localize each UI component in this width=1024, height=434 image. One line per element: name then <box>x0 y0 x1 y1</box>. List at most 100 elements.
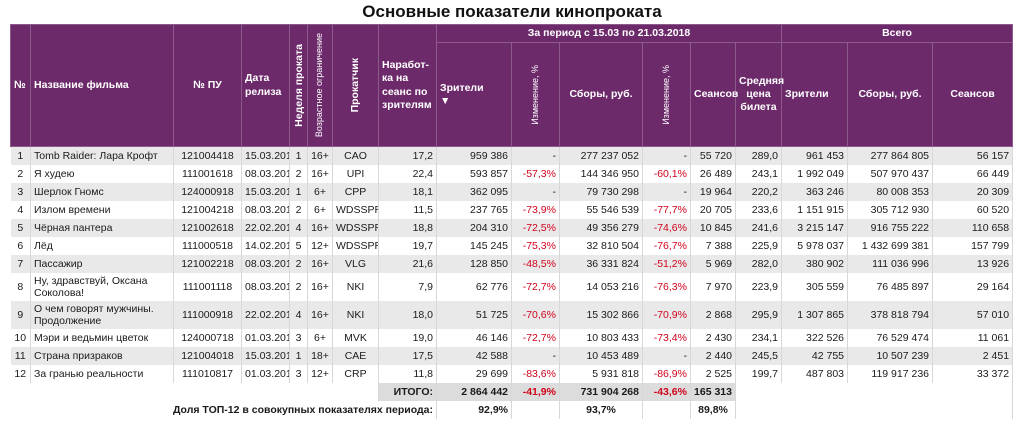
col-per-screen: Наработ-ка на сеанс по зрителям <box>378 23 437 148</box>
row-film-title: Ну, здравствуй, Оксана Соколова! <box>30 273 174 302</box>
row-sessions: 2 430 <box>690 329 736 348</box>
row-distributor: NKI <box>332 273 379 302</box>
row-film-title: Мэри и ведьмин цветок <box>30 329 174 348</box>
row-distributor: UPI <box>332 165 379 184</box>
row-num: 1 <box>10 146 31 166</box>
row-release-date: 22.02.2018 <box>241 301 290 330</box>
row-per-screen: 22,4 <box>378 165 437 184</box>
row-avg-price: 223,9 <box>735 273 783 302</box>
row-pu-number: 121002618 <box>173 219 242 238</box>
row-viewers-change: -72,5% <box>511 219 560 238</box>
sort-desc-icon[interactable]: ▼ <box>440 94 451 107</box>
row-age-rating: 16+ <box>307 273 333 302</box>
row-total-sessions: 29 164 <box>932 273 1014 302</box>
col-age: Возрастное ограничение <box>307 23 333 148</box>
row-film-title: О чем говорят мужчины. Продолжение <box>30 301 174 330</box>
row-gross-change: -73,4% <box>642 329 691 348</box>
row-num: 6 <box>10 237 31 256</box>
row-release-date: 01.03.2018 <box>241 329 290 348</box>
col-gross: Сборы, руб. <box>559 42 643 148</box>
row-week: 2 <box>289 255 308 274</box>
row-viewers-change: - <box>511 347 560 366</box>
row-release-date: 08.03.2018 <box>241 273 290 302</box>
row-distributor: MVK <box>332 329 379 348</box>
row-gross: 10 803 433 <box>559 329 643 348</box>
col-film: Название фильма <box>30 23 174 148</box>
row-viewers-change: -70,6% <box>511 301 560 330</box>
row-total-sessions: 66 449 <box>932 165 1014 184</box>
row-distributor: WDSSPR <box>332 237 379 256</box>
row-viewers: 51 725 <box>436 301 512 330</box>
row-viewers: 29 699 <box>436 365 512 384</box>
row-num: 8 <box>10 273 31 302</box>
row-film-title: За гранью реальности <box>30 365 174 384</box>
row-sessions: 55 720 <box>690 146 736 166</box>
share-label: Доля ТОП-12 в совокупных показателях пер… <box>10 401 437 420</box>
col-age-label: Возрастное ограничение <box>314 33 325 138</box>
row-total-gross: 76 529 474 <box>847 329 934 348</box>
row-avg-price: 241,6 <box>735 219 783 238</box>
totals-viewers-change: -41,9% <box>511 383 560 402</box>
row-film-title: Излом времени <box>30 201 174 220</box>
col-week-label: Неделя проката <box>293 44 305 127</box>
totals-sessions: 165 313 <box>690 383 736 402</box>
row-distributor: WDSSPR <box>332 219 379 238</box>
row-age-rating: 16+ <box>307 165 333 184</box>
col-viewers-label: Зрители <box>440 81 484 94</box>
col-release: Дата релиза <box>241 23 290 148</box>
row-age-rating: 16+ <box>307 146 333 166</box>
row-total-gross: 1 432 699 381 <box>847 237 934 256</box>
row-viewers: 145 245 <box>436 237 512 256</box>
row-week: 2 <box>289 165 308 184</box>
row-pu-number: 121004418 <box>173 146 242 166</box>
row-pu-number: 124000918 <box>173 183 242 202</box>
row-pu-number: 111001618 <box>173 165 242 184</box>
row-per-screen: 19,7 <box>378 237 437 256</box>
share-viewers: 92,9% <box>436 401 512 420</box>
row-total-gross: 507 970 437 <box>847 165 934 184</box>
row-total-sessions: 13 926 <box>932 255 1014 274</box>
row-gross: 32 810 504 <box>559 237 643 256</box>
row-pu-number: 124000718 <box>173 329 242 348</box>
row-week: 2 <box>289 273 308 302</box>
row-total-sessions: 110 658 <box>932 219 1014 238</box>
row-total-gross: 111 036 996 <box>847 255 934 274</box>
row-distributor: CAE <box>332 347 379 366</box>
row-viewers: 42 588 <box>436 347 512 366</box>
row-viewers-change: -73,9% <box>511 201 560 220</box>
row-film-title: Я худею <box>30 165 174 184</box>
row-gross: 49 356 279 <box>559 219 643 238</box>
row-age-rating: 16+ <box>307 219 333 238</box>
row-age-rating: 12+ <box>307 237 333 256</box>
row-gross: 144 346 950 <box>559 165 643 184</box>
row-num: 7 <box>10 255 31 274</box>
row-total-gross: 305 712 930 <box>847 201 934 220</box>
row-release-date: 08.03.2018 <box>241 165 290 184</box>
row-per-screen: 17,2 <box>378 146 437 166</box>
row-avg-price: 289,0 <box>735 146 783 166</box>
row-sessions: 7 970 <box>690 273 736 302</box>
row-per-screen: 21,6 <box>378 255 437 274</box>
col-avg-price: Средняя цена билета <box>734 42 784 148</box>
row-release-date: 15.03.2018 <box>241 347 290 366</box>
col-viewers[interactable]: Зрители ▼ <box>436 42 512 148</box>
row-avg-price: 243,1 <box>735 165 783 184</box>
totals-gross: 731 904 268 <box>559 383 643 402</box>
row-gross-change: -77,7% <box>642 201 691 220</box>
row-viewers-change: - <box>511 183 560 202</box>
row-age-rating: 6+ <box>307 183 333 202</box>
col-total-viewers: Зрители <box>781 42 849 148</box>
row-total-sessions: 157 799 <box>932 237 1014 256</box>
row-gross-change: - <box>642 146 691 166</box>
row-total-gross: 916 755 222 <box>847 219 934 238</box>
row-gross: 55 546 539 <box>559 201 643 220</box>
row-week: 1 <box>289 146 308 166</box>
row-sessions: 2 868 <box>690 301 736 330</box>
row-viewers: 46 146 <box>436 329 512 348</box>
share-gross: 93,7% <box>559 401 643 420</box>
row-avg-price: 233,6 <box>735 201 783 220</box>
share-sessions: 89,8% <box>690 401 736 420</box>
row-total-viewers: 322 526 <box>781 329 849 348</box>
